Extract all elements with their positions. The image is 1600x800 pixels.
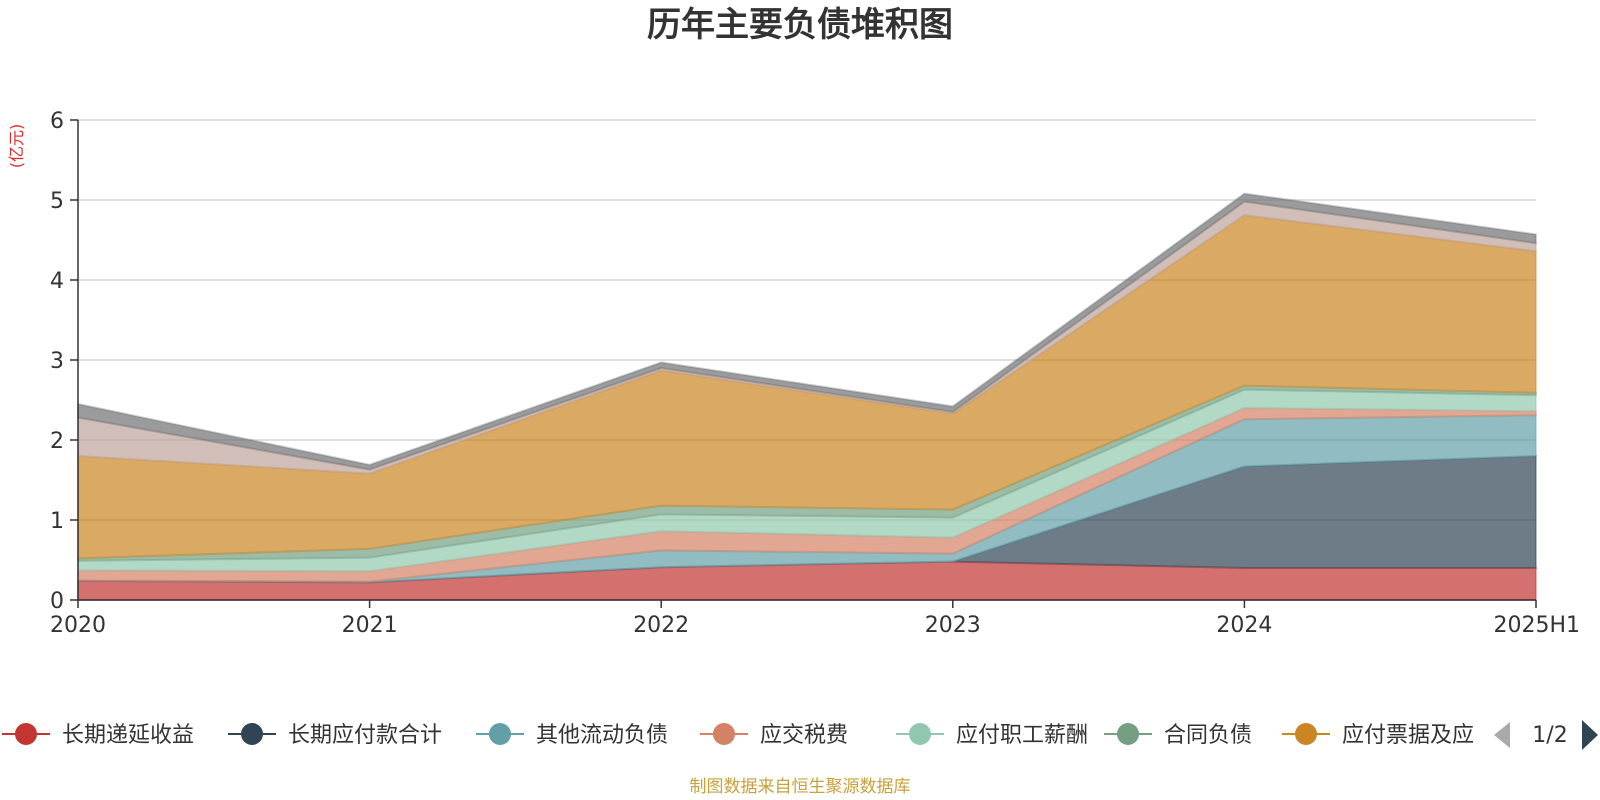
legend-label: 应付票据及应 bbox=[1342, 723, 1474, 748]
legend-circle-icon bbox=[1295, 723, 1317, 745]
y-tick-label: 2 bbox=[50, 429, 64, 454]
legend-circle-icon bbox=[909, 723, 931, 745]
legend-item[interactable]: 应交税费 bbox=[700, 723, 848, 748]
x-tick-label: 2023 bbox=[925, 613, 981, 638]
legend-label: 应交税费 bbox=[760, 723, 848, 748]
legend-label: 应付职工薪酬 bbox=[956, 723, 1088, 748]
source-note: 制图数据来自恒生聚源数据库 bbox=[690, 777, 911, 797]
legend-label: 长期递延收益 bbox=[62, 723, 194, 748]
x-tick-label: 2022 bbox=[633, 613, 689, 638]
area-series bbox=[77, 192, 1537, 601]
x-tick-label: 2025H1 bbox=[1493, 613, 1580, 638]
legend-item[interactable]: 其他流动负债 bbox=[476, 723, 668, 748]
legend-item[interactable]: 应付职工薪酬 bbox=[896, 723, 1088, 748]
legend-label: 长期应付款合计 bbox=[288, 723, 442, 748]
y-axis-unit: (亿元) bbox=[7, 124, 26, 169]
y-tick-label: 4 bbox=[50, 269, 64, 294]
x-tick-label: 2024 bbox=[1216, 613, 1272, 638]
legend-prev-icon[interactable] bbox=[1494, 722, 1510, 748]
y-tick-label: 5 bbox=[50, 189, 64, 214]
y-tick-label: 3 bbox=[50, 349, 64, 374]
legend-circle-icon bbox=[241, 723, 263, 745]
legend-circle-icon bbox=[713, 723, 735, 745]
legend-item[interactable]: 长期递延收益 bbox=[2, 723, 194, 748]
legend-next-icon[interactable] bbox=[1582, 720, 1598, 750]
legend-page-indicator: 1/2 bbox=[1532, 723, 1567, 748]
legend-item[interactable]: 合同负债 bbox=[1104, 723, 1252, 748]
legend-circle-icon bbox=[489, 723, 511, 745]
x-tick-label: 2021 bbox=[342, 613, 398, 638]
x-tick-label: 2020 bbox=[50, 613, 106, 638]
area-series-8[interactable] bbox=[77, 192, 1537, 471]
legend-item[interactable]: 长期应付款合计 bbox=[228, 723, 442, 748]
legend-circle-icon bbox=[15, 723, 37, 745]
legend-item[interactable]: 应付票据及应 bbox=[1282, 723, 1474, 748]
legend-circle-icon bbox=[1117, 723, 1139, 745]
y-tick-label: 1 bbox=[50, 509, 64, 534]
legend-label: 其他流动负债 bbox=[536, 723, 668, 748]
legend-label: 合同负债 bbox=[1164, 723, 1252, 748]
axes: 0 1 2 3 4 5 6 2020 2021 2022 2023 2024 2025H1 bbox=[50, 109, 1580, 638]
y-tick-label: 0 bbox=[50, 589, 64, 614]
y-tick-label: 6 bbox=[50, 109, 64, 134]
chart-title: 历年主要负债堆积图 bbox=[647, 5, 953, 45]
legend[interactable]: 长期递延收益 长期应付款合计 其他流动负债 应交税费 应付职工薪酬 合同负债 应付票据及应 1… bbox=[2, 720, 1598, 750]
